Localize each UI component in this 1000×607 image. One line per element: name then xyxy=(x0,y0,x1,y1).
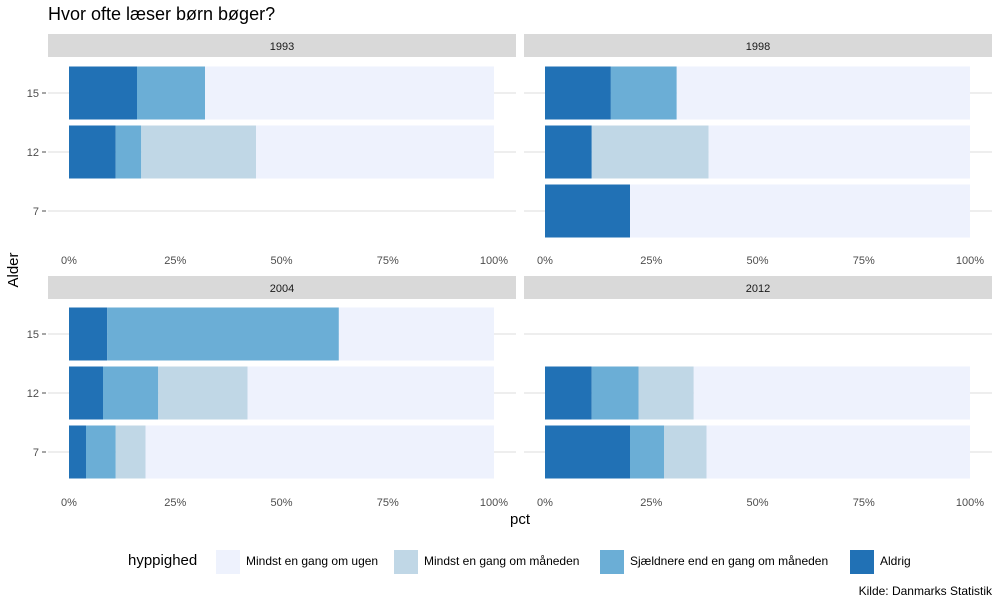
panel-2004-strip xyxy=(48,276,516,299)
panel-2012-bar-7-sjældnere-end-en-gang-om-måneden xyxy=(630,425,664,479)
panel-1998-bar-7-aldrig xyxy=(545,184,630,238)
panel-1993-x-tick-1: 25% xyxy=(164,255,186,267)
panel-2004-x-tick-0: 0% xyxy=(61,497,77,509)
panel-2004-bar-12-aldrig xyxy=(69,366,103,420)
panel-1998-x-tick-3: 75% xyxy=(853,255,875,267)
legend-label-weekly: Mindst en gang om ugen xyxy=(246,554,379,568)
panel-2004-x-tick-4: 100% xyxy=(480,497,508,509)
source-caption: Kilde: Danmarks Statistik xyxy=(858,584,992,598)
panel-1993-strip-label: 1993 xyxy=(270,41,294,53)
panel-1998-bar-15-sjældnere-end-en-gang-om-måneden xyxy=(610,66,677,120)
panel-2004-y-tick-7: 7 xyxy=(33,447,39,459)
panel-1993-bar-15-aldrig xyxy=(69,66,137,120)
panel-2012-bar-12-mindst-en-gang-om-måneden xyxy=(638,366,694,420)
panel-2012-bar-7-mindst-en-gang-om-ugen xyxy=(706,425,970,479)
panel-2012-x-tick-2: 50% xyxy=(746,497,768,509)
panel-2004-y-tick-12: 12 xyxy=(27,388,39,400)
panel-2004-bar-7-aldrig xyxy=(69,425,86,479)
panel-1998-bar-7-mindst-en-gang-om-ugen xyxy=(630,184,970,238)
panel-2004-bar-7-sjældnere-end-en-gang-om-måneden xyxy=(86,425,116,479)
panel-2012-x-tick-1: 25% xyxy=(640,497,662,509)
panel-2004-bar-12-mindst-en-gang-om-ugen xyxy=(247,366,494,420)
panel-2012-x-tick-4: 100% xyxy=(956,497,984,509)
panel-1998-bar-12-aldrig xyxy=(545,125,592,179)
panel-1993-bar-12-aldrig xyxy=(69,125,116,179)
legend-swatch-weekly xyxy=(216,550,240,574)
panel-2012-bar-12-sjældnere-end-en-gang-om-måneden xyxy=(591,366,639,420)
panel-1998-x-tick-4: 100% xyxy=(956,255,984,267)
panel-1998-strip xyxy=(524,34,992,57)
panel-2012-strip xyxy=(524,276,992,299)
panel-1993-y-tick-12: 12 xyxy=(27,147,39,159)
panel-2004-x-tick-1: 25% xyxy=(164,497,186,509)
panel-1998-x-tick-2: 50% xyxy=(746,255,768,267)
legend-title: hyppighed xyxy=(128,552,198,569)
legend-label-never: Aldrig xyxy=(880,554,911,568)
legend-swatch-never xyxy=(850,550,874,574)
legend: hyppighed Mindst en gang om ugen Mindst … xyxy=(0,548,1000,578)
panel-2004-y-tick-15: 15 xyxy=(27,329,39,341)
panel-2004-x-tick-2: 50% xyxy=(270,497,292,509)
panel-1998-bar-15-aldrig xyxy=(545,66,611,120)
panel-1993-bar-12-sjældnere-end-en-gang-om-måneden xyxy=(115,125,142,179)
panel-1993-bar-15-mindst-en-gang-om-ugen xyxy=(205,66,494,120)
legend-label-monthly: Mindst en gang om måneden xyxy=(424,554,580,568)
panel-2004-bar-12-mindst-en-gang-om-måneden xyxy=(158,366,248,420)
panel-2004-bar-15-aldrig xyxy=(69,307,108,361)
panel-2004-x-tick-3: 75% xyxy=(377,497,399,509)
panel-1993-x-tick-2: 50% xyxy=(270,255,292,267)
panel-1998-strip-label: 1998 xyxy=(746,41,770,53)
panel-1993-x-tick-0: 0% xyxy=(61,255,77,267)
panel-2012-x-tick-0: 0% xyxy=(537,497,553,509)
panel-2004-bar-7-mindst-en-gang-om-måneden xyxy=(115,425,146,479)
panel-1998-x-tick-1: 25% xyxy=(640,255,662,267)
panel-2012-bar-7-aldrig xyxy=(545,425,630,479)
panel-1998-bar-15-mindst-en-gang-om-ugen xyxy=(676,66,970,120)
legend-swatch-monthly xyxy=(394,550,418,574)
panel-2012-bar-12-aldrig xyxy=(545,366,592,420)
panel-1998-x-tick-0: 0% xyxy=(537,255,553,267)
panel-1993-bar-15-sjældnere-end-en-gang-om-måneden xyxy=(137,66,205,120)
panel-2012-bar-7-mindst-en-gang-om-måneden xyxy=(664,425,707,479)
y-axis-title: Alder xyxy=(5,252,22,287)
panel-1993-x-tick-3: 75% xyxy=(377,255,399,267)
panel-2004-bar-15-mindst-en-gang-om-ugen xyxy=(338,307,494,361)
panel-1998-bar-12-mindst-en-gang-om-måneden xyxy=(591,125,709,179)
chart-title: Hvor ofte læser børn bøger? xyxy=(48,4,276,24)
panel-2012-x-tick-3: 75% xyxy=(853,497,875,509)
panel-2004-bar-15-sjældnere-end-en-gang-om-måneden xyxy=(107,307,339,361)
panel-1993-bar-12-mindst-en-gang-om-måneden xyxy=(141,125,256,179)
panel-1993-x-tick-4: 100% xyxy=(480,255,508,267)
panel-1993-bar-12-mindst-en-gang-om-ugen xyxy=(256,125,494,179)
panel-1998-bar-12-mindst-en-gang-om-ugen xyxy=(708,125,970,179)
panel-2004-bar-7-mindst-en-gang-om-ugen xyxy=(145,425,494,479)
panel-2012-bar-12-mindst-en-gang-om-ugen xyxy=(693,366,970,420)
panel-2012-strip-label: 2012 xyxy=(746,283,770,295)
legend-swatch-rarely xyxy=(600,550,624,574)
panel-1993-strip xyxy=(48,34,516,57)
panel-2004-strip-label: 2004 xyxy=(270,283,294,295)
legend-label-rarely: Sjældnere end en gang om måneden xyxy=(630,554,829,568)
panel-1993-y-tick-15: 15 xyxy=(27,88,39,100)
panel-2004-bar-12-sjældnere-end-en-gang-om-måneden xyxy=(103,366,159,420)
panel-1993-y-tick-7: 7 xyxy=(33,206,39,218)
x-axis-title: pct xyxy=(510,511,531,528)
